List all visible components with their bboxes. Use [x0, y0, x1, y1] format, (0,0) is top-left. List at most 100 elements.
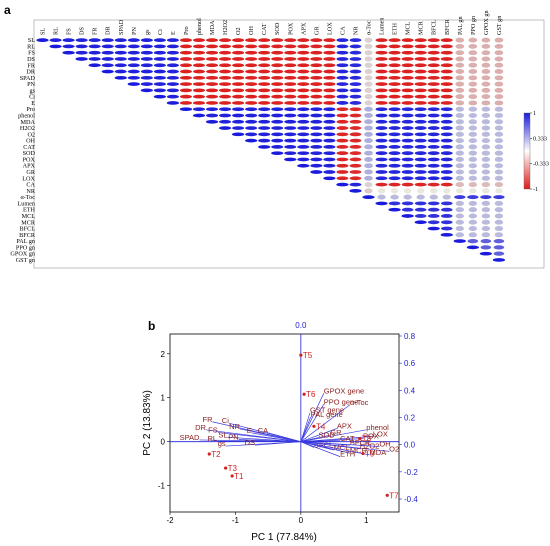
heatmap-cell: [271, 44, 284, 49]
heatmap-cell: [427, 157, 440, 162]
heatmap-cell: [258, 88, 271, 93]
heatmap-cell: [114, 44, 127, 49]
heatmap-cell: [427, 132, 440, 137]
heatmap-cell: [401, 107, 414, 112]
loading-vector: [268, 432, 301, 443]
loading-label: E: [247, 426, 252, 435]
heatmap-cell: [401, 113, 414, 118]
heatmap-cell: [114, 57, 127, 61]
heatmap-cell: [310, 170, 323, 174]
heatmap-cell: [388, 145, 401, 149]
heatmap-cell: [323, 163, 336, 168]
loading-label: ETH: [340, 450, 355, 459]
heatmap-cell: [271, 151, 284, 156]
heatmap-column-label: phenol: [196, 18, 203, 35]
loading-label: GPOX gene: [324, 386, 364, 395]
observation-point: [302, 392, 306, 396]
heatmap-cell: [219, 75, 232, 80]
heatmap-cell: [440, 151, 453, 156]
heatmap-row-label: phenol: [18, 113, 35, 120]
heatmap-cell: [62, 44, 75, 49]
observation-label: T9: [365, 450, 375, 459]
heatmap-cell: [205, 75, 219, 80]
heatmap-cell: [468, 87, 478, 93]
heatmap-cell: [440, 44, 453, 49]
heatmap-cell: [323, 75, 336, 80]
heatmap-cell: [75, 57, 88, 61]
heatmap-cell: [166, 82, 179, 86]
heatmap-cell: [232, 57, 245, 61]
heatmap-cell: [414, 176, 427, 181]
heatmap-cell: [192, 57, 206, 61]
heatmap-cell: [364, 56, 373, 62]
loading-label: GR: [330, 428, 342, 437]
heatmap-cell: [140, 88, 153, 93]
heatmap-cell: [349, 69, 362, 74]
heatmap-cell: [440, 182, 453, 187]
heatmap-cell: [401, 138, 414, 143]
heatmap-cell: [495, 188, 503, 194]
heatmap-cell: [336, 163, 349, 168]
heatmap-cell: [440, 57, 453, 61]
heatmap-cell: [297, 38, 310, 43]
heatmap-column-label: BFCR: [444, 18, 451, 35]
heatmap-cell: [284, 113, 297, 118]
heatmap-cell: [375, 126, 388, 130]
heatmap-cell: [414, 57, 427, 61]
heatmap-cell: [114, 75, 127, 80]
heatmap-cell: [153, 94, 167, 99]
heatmap-row-label: H2O2: [20, 125, 35, 132]
heatmap-cell: [140, 38, 153, 43]
heatmap-cell: [440, 126, 453, 130]
heatmap-cell: [297, 88, 310, 93]
heatmap-cell: [427, 88, 440, 93]
heatmap-cell: [468, 81, 478, 87]
heatmap-cell: [456, 188, 464, 194]
heatmap-cell: [468, 119, 478, 125]
heatmap-cell: [258, 138, 271, 143]
heatmap-cell: [310, 138, 323, 143]
heatmap-cell: [62, 38, 75, 43]
heatmap-cell: [494, 87, 504, 93]
heatmap-cell: [310, 44, 323, 49]
heatmap-cell: [323, 44, 336, 49]
heatmap-column-label: SOD: [274, 22, 281, 35]
heatmap-cell: [414, 63, 427, 68]
heatmap-cell: [336, 101, 349, 105]
heatmap-cell: [219, 57, 232, 61]
heatmap-row-label: APX: [23, 163, 36, 170]
loading-label: SOD: [319, 431, 336, 440]
heatmap-cell: [349, 163, 362, 168]
pca-y-tick-label: 1: [161, 394, 166, 403]
heatmap-cell: [192, 101, 206, 105]
heatmap-cell: [468, 144, 478, 150]
heatmap-cell: [219, 50, 232, 55]
heatmap-cell: [284, 126, 297, 130]
heatmap-cell: [232, 101, 245, 105]
heatmap-cell: [401, 63, 414, 68]
heatmap-cell: [297, 132, 310, 137]
heatmap-cell: [245, 88, 258, 93]
heatmap-cell: [388, 82, 401, 86]
heatmap-cell: [323, 157, 336, 162]
heatmap-cell: [258, 101, 271, 105]
heatmap-cell: [493, 245, 505, 250]
heatmap-cell: [427, 69, 440, 74]
heatmap-column-label: GST gn: [496, 16, 503, 35]
heatmap-cell: [297, 44, 310, 49]
heatmap-cell: [468, 56, 478, 62]
heatmap-cell: [364, 81, 373, 87]
heatmap-cell: [310, 75, 323, 80]
heatmap-cell: [416, 194, 425, 200]
heatmap-cell: [75, 44, 88, 49]
heatmap-cell: [284, 94, 297, 99]
heatmap-cell: [455, 87, 465, 93]
heatmap-cell: [455, 81, 465, 87]
observation-point: [299, 353, 303, 357]
heatmap-cell: [481, 156, 491, 162]
heatmap-cell: [455, 163, 464, 169]
heatmap-cell: [414, 126, 427, 130]
heatmap-cell: [427, 119, 440, 124]
heatmap-cell: [468, 219, 478, 225]
heatmap-cell: [245, 82, 258, 86]
